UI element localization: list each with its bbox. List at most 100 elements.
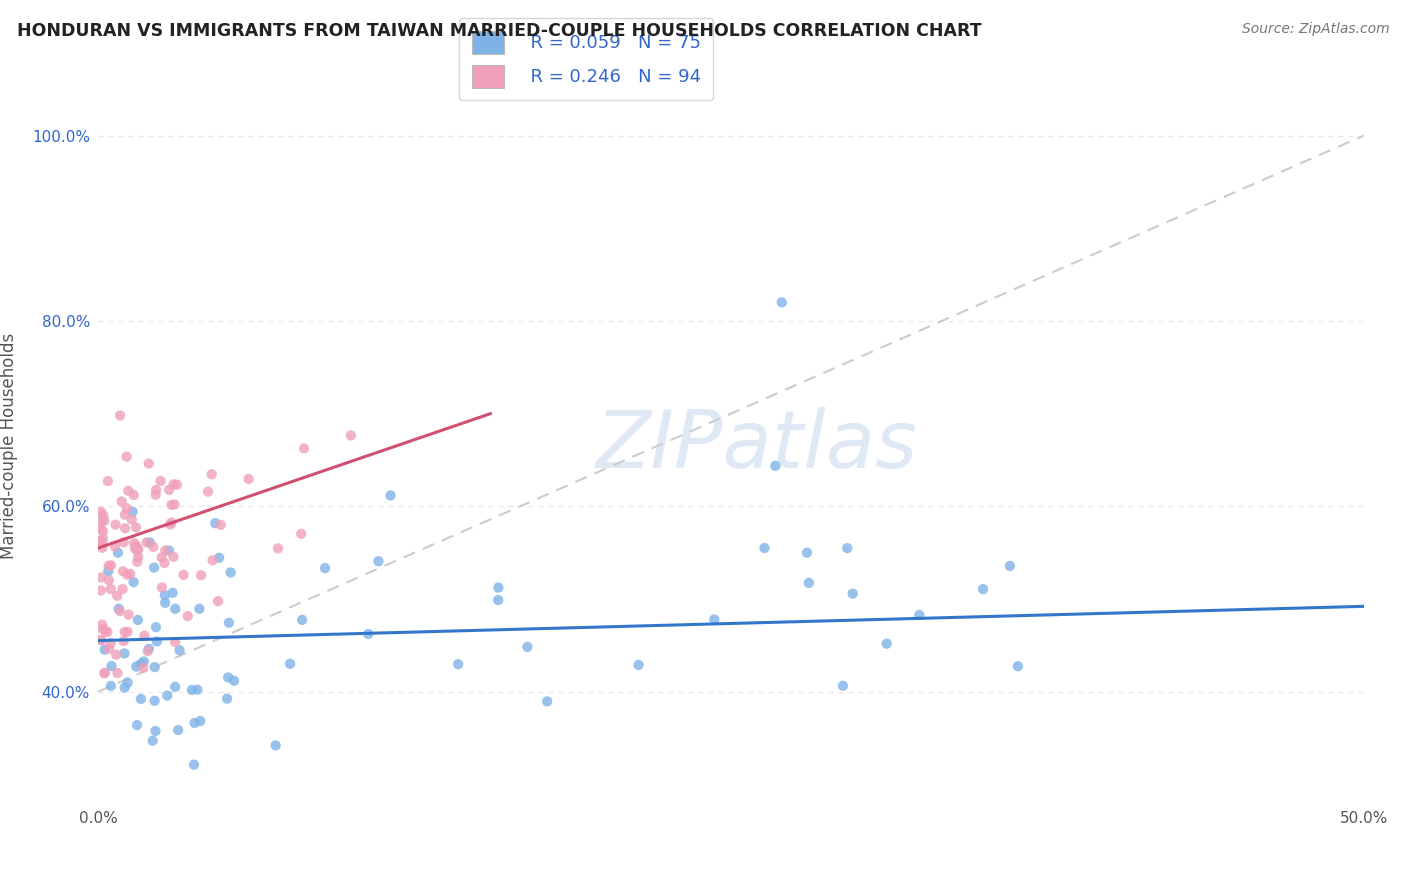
Point — [219, 566, 242, 580]
Point — [96, 624, 118, 639]
Point — [160, 498, 183, 512]
Point — [367, 554, 389, 568]
Point — [138, 457, 160, 471]
Point — [627, 657, 650, 672]
Point — [143, 694, 166, 708]
Point — [188, 714, 211, 728]
Point — [93, 642, 115, 657]
Point — [111, 564, 134, 578]
Point — [290, 526, 312, 541]
Point — [124, 541, 146, 556]
Point — [91, 541, 114, 555]
Point — [183, 757, 205, 772]
Point — [998, 558, 1021, 573]
Text: Source: ZipAtlas.com: Source: ZipAtlas.com — [1241, 22, 1389, 37]
Point — [93, 666, 115, 681]
Point — [486, 593, 509, 607]
Point — [100, 582, 122, 596]
Point — [166, 477, 188, 491]
Point — [122, 575, 145, 590]
Point — [181, 682, 204, 697]
Point — [292, 442, 315, 456]
Point — [107, 666, 129, 681]
Point — [97, 565, 120, 579]
Point — [90, 522, 112, 536]
Point — [155, 543, 177, 558]
Point — [127, 549, 149, 564]
Point — [754, 541, 776, 555]
Point — [125, 539, 148, 553]
Point — [183, 716, 205, 731]
Point — [162, 549, 184, 564]
Point — [163, 498, 186, 512]
Point — [763, 458, 786, 473]
Point — [155, 596, 177, 610]
Point — [201, 467, 224, 482]
Point — [173, 568, 195, 582]
Point — [207, 594, 229, 608]
Point — [115, 450, 138, 464]
Point — [267, 541, 290, 556]
Point — [93, 666, 115, 681]
Point — [94, 624, 117, 638]
Point — [117, 675, 139, 690]
Point — [222, 673, 245, 688]
Point — [770, 295, 793, 310]
Point — [127, 543, 149, 558]
Point — [98, 641, 121, 656]
Point — [111, 494, 134, 508]
Point — [91, 536, 114, 550]
Point — [104, 517, 127, 532]
Point — [90, 533, 112, 548]
Point — [115, 501, 138, 516]
Text: ZIPatlas: ZIPatlas — [595, 407, 918, 485]
Point — [150, 581, 173, 595]
Point — [143, 660, 166, 674]
Point — [142, 733, 165, 747]
Point — [314, 561, 336, 575]
Point — [90, 633, 112, 648]
Point — [127, 555, 149, 569]
Point — [93, 514, 115, 528]
Point — [91, 524, 114, 539]
Point — [136, 644, 159, 658]
Point — [837, 541, 859, 556]
Point — [167, 723, 190, 737]
Point — [105, 589, 128, 603]
Point — [536, 694, 558, 708]
Point — [201, 553, 224, 567]
Point — [703, 612, 725, 626]
Point — [218, 615, 240, 630]
Point — [100, 659, 122, 673]
Point — [129, 691, 152, 706]
Point — [120, 566, 142, 581]
Point — [132, 660, 155, 674]
Point — [117, 624, 139, 639]
Point — [90, 505, 112, 519]
Point — [97, 558, 120, 573]
Point — [516, 640, 538, 654]
Point — [121, 505, 143, 519]
Point — [146, 634, 169, 648]
Point — [204, 516, 226, 531]
Point — [169, 643, 191, 657]
Point — [107, 546, 129, 560]
Point — [208, 550, 231, 565]
Point — [114, 508, 136, 522]
Point — [157, 483, 180, 497]
Point — [90, 515, 112, 529]
Point — [139, 535, 162, 549]
Point — [134, 629, 156, 643]
Point — [100, 679, 122, 693]
Point — [357, 627, 380, 641]
Point — [91, 622, 114, 636]
Point — [380, 488, 402, 502]
Point — [90, 583, 112, 598]
Point — [209, 517, 232, 532]
Point — [129, 657, 152, 671]
Point — [142, 540, 165, 554]
Point — [162, 586, 184, 600]
Point — [264, 739, 287, 753]
Y-axis label: Married-couple Households: Married-couple Households — [0, 333, 18, 559]
Point — [1007, 659, 1029, 673]
